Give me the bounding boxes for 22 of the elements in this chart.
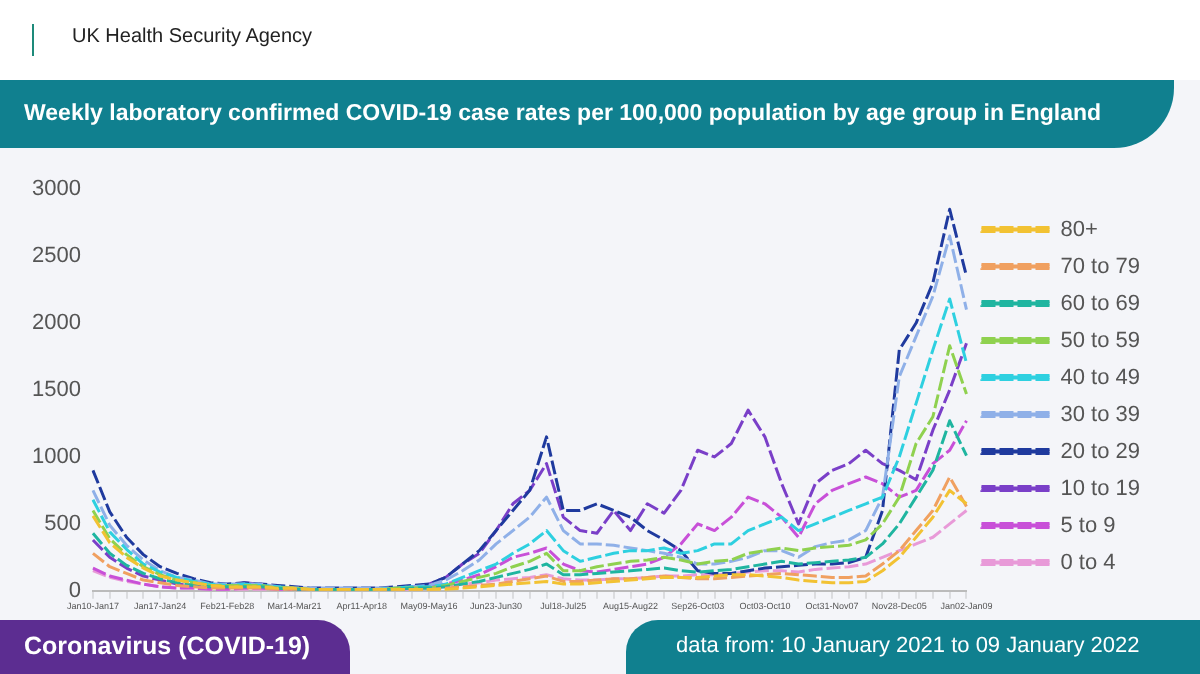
y-tick-label: 2000 xyxy=(31,311,81,336)
legend-label: 50 to 59 xyxy=(1060,328,1141,353)
legend-label: 30 to 39 xyxy=(1060,402,1141,427)
y-tick-label: 2500 xyxy=(31,244,81,269)
line-series xyxy=(91,419,968,591)
legend-label: 40 to 49 xyxy=(1060,365,1141,390)
y-tick-label: 500 xyxy=(44,511,81,536)
text: Coronavirus (COVID-19) xyxy=(0,620,351,674)
legend-label: 20 to 29 xyxy=(1060,439,1141,464)
legend-label: 0 to 4 xyxy=(1060,550,1116,575)
legend-label: 80+ xyxy=(1060,217,1098,242)
text: UK Health Security Agency xyxy=(72,26,313,48)
legend-label: 10 to 19 xyxy=(1060,476,1141,501)
legend-label: 60 to 69 xyxy=(1060,291,1141,316)
text: data from: 10 January 2021 to 09 January 2022 xyxy=(626,620,1200,674)
chart-title: Weekly laboratory confirmed COVID-19 case rates per 100,000 population by age group in England xyxy=(0,80,1174,148)
legend-label: 5 to 9 xyxy=(1060,513,1116,538)
y-tick-label: 3000 xyxy=(31,177,81,202)
legend-label: 70 to 79 xyxy=(1060,254,1141,279)
y-tick-label: 1000 xyxy=(31,445,81,469)
y-tick-label: 1500 xyxy=(31,378,81,403)
y-tick-label: 0 xyxy=(68,578,81,603)
